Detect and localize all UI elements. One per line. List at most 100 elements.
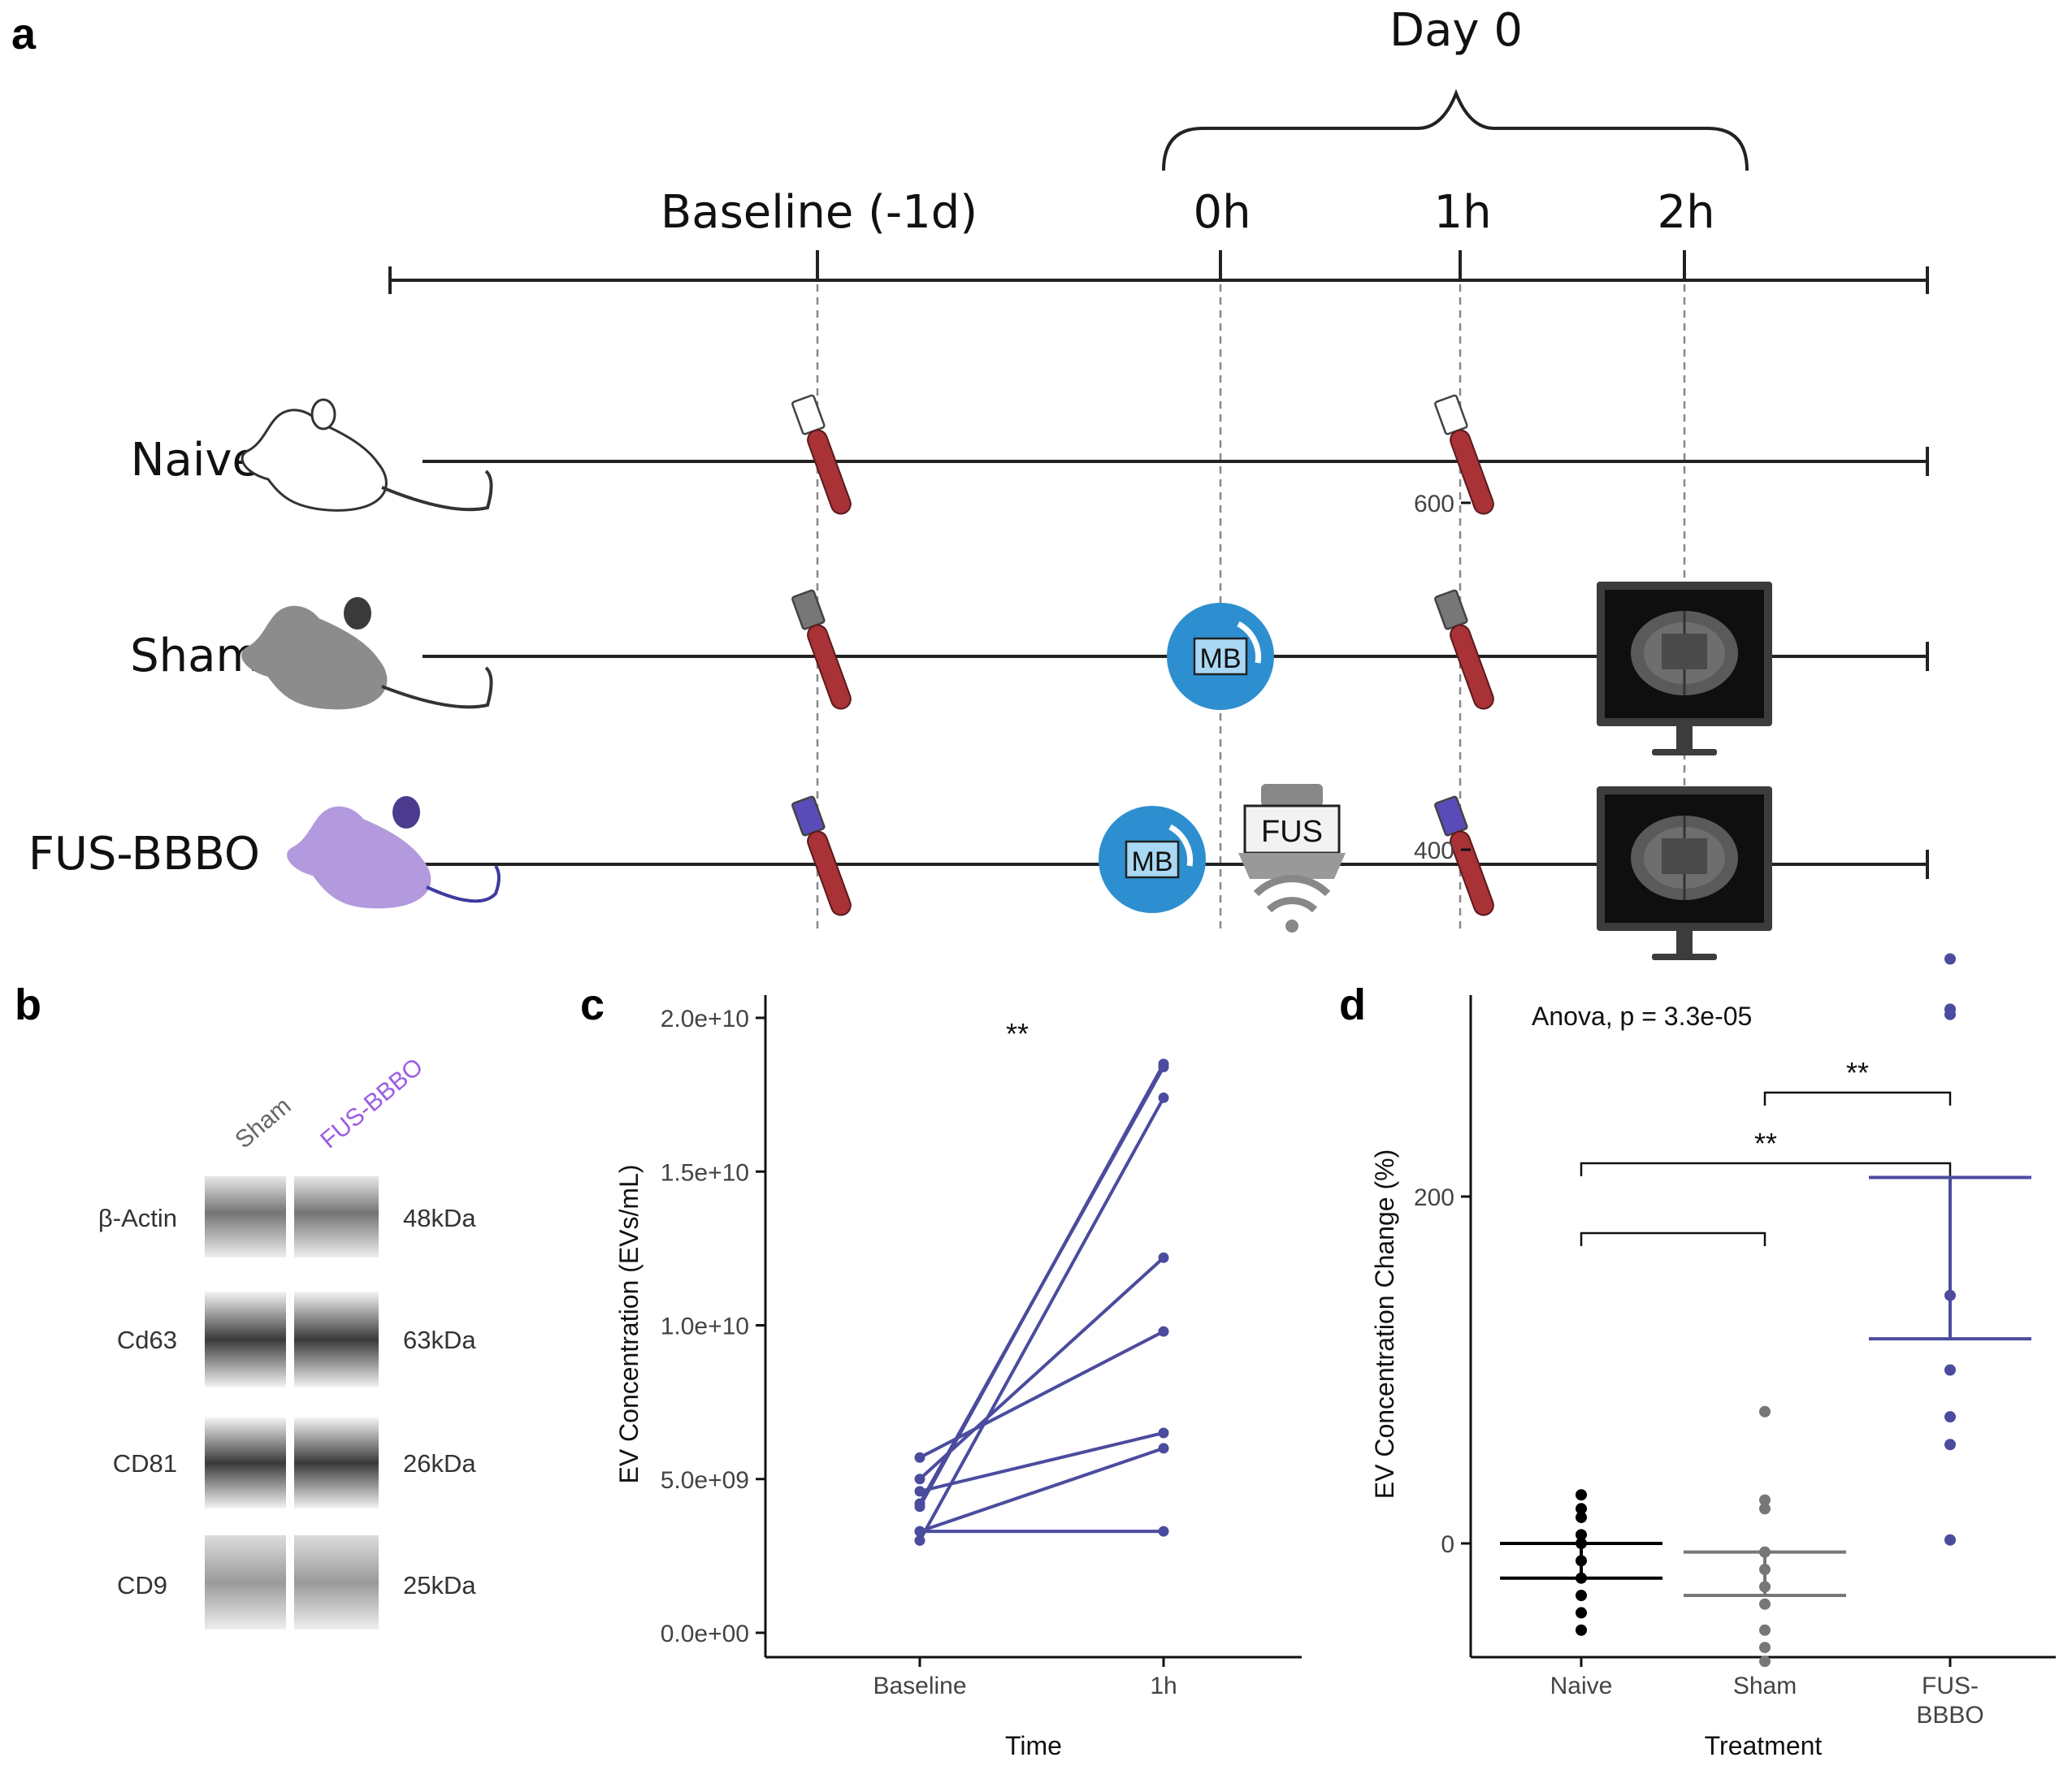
mouse-icon-fus bbox=[287, 796, 501, 909]
chart-d-point bbox=[1759, 1598, 1771, 1610]
chart-d-ytick-label: 600 bbox=[1414, 491, 1454, 517]
chart-d-comparison-bracket bbox=[1763, 1091, 1952, 1106]
row-naive: Naive bbox=[131, 393, 1929, 518]
timepoint-0h: 0h bbox=[1193, 186, 1251, 239]
chart-d-point bbox=[1576, 1607, 1587, 1619]
blot-column-fus: FUS-BBBO bbox=[315, 1054, 428, 1154]
chart-c-xticks: Baseline 1h bbox=[873, 1657, 1177, 1699]
microbubble-icon-fus: MB bbox=[1099, 806, 1206, 913]
chart-d-point bbox=[1759, 1494, 1771, 1506]
chart-d-point bbox=[1759, 1503, 1771, 1515]
chart-c-marks bbox=[914, 1058, 1169, 1546]
blot-band bbox=[294, 1535, 379, 1630]
panel-letter-b: b bbox=[15, 980, 41, 1029]
chart-c-ytick-label: 2.0e+10 bbox=[661, 1006, 749, 1032]
chart-d-point bbox=[1759, 1581, 1771, 1593]
chart-d-xtick-line: Sham bbox=[1733, 1673, 1797, 1699]
mri-monitor-icon-sham bbox=[1595, 580, 1774, 757]
microbubble-icon-sham: MB bbox=[1167, 603, 1274, 710]
chart-d: EV Concentration Change (%) Treatment An… bbox=[1370, 491, 2056, 1760]
chart-c-point bbox=[914, 1534, 925, 1546]
chart-d-xtick-line: BBBO bbox=[1916, 1702, 1983, 1729]
chart-d-point bbox=[1576, 1538, 1587, 1549]
chart-c-point bbox=[914, 1452, 925, 1463]
fus-label: FUS bbox=[1261, 815, 1323, 849]
chart-d-point bbox=[1576, 1489, 1587, 1501]
group-label-naive: Naive bbox=[131, 434, 260, 487]
chart-d-point bbox=[1759, 1624, 1771, 1636]
chart-d-ytick-label: 400 bbox=[1414, 838, 1454, 864]
blot-band bbox=[205, 1418, 286, 1508]
chart-d-ytick-label: 200 bbox=[1414, 1184, 1454, 1211]
chart-d-xticks: Naive Sham FUS- BBBO bbox=[1550, 1657, 1984, 1729]
chart-d-xtick-label: Sham bbox=[1733, 1673, 1797, 1699]
chart-d-point bbox=[1944, 1364, 1956, 1376]
blot-protein-2: CD81 bbox=[113, 1449, 177, 1478]
chart-c-point bbox=[914, 1474, 925, 1485]
chart-c-ytick-label: 1.0e+10 bbox=[661, 1314, 749, 1340]
blot-band bbox=[294, 1176, 379, 1257]
chart-c-point bbox=[1158, 1526, 1169, 1537]
mb-label-sham: MB bbox=[1200, 643, 1242, 674]
chart-d-point bbox=[1759, 1405, 1771, 1418]
mri-monitor-icon-fus bbox=[1595, 785, 1774, 962]
chart-d-anova-annotation: Anova, p = 3.3e-05 bbox=[1532, 1002, 1752, 1031]
blot-band bbox=[205, 1292, 286, 1387]
chart-c-point bbox=[914, 1486, 925, 1497]
chart-d-point bbox=[1576, 1511, 1587, 1523]
chart-d-xtick-line: Naive bbox=[1550, 1673, 1613, 1699]
chart-d-xtick-label: FUS- BBBO bbox=[1916, 1673, 1983, 1729]
blood-tube-fus-baseline bbox=[791, 794, 856, 920]
chart-d-point bbox=[1576, 1503, 1587, 1515]
timepoint-1h: 1h bbox=[1433, 186, 1491, 239]
chart-d-point bbox=[1944, 1411, 1956, 1423]
chart-c-series-line bbox=[919, 1330, 1164, 1460]
chart-c-ytick-label: 1.5e+10 bbox=[661, 1159, 749, 1186]
chart-d-ylabel: EV Concentration Change (%) bbox=[1370, 1149, 1399, 1499]
chart-d-xtick-line: FUS- bbox=[1922, 1673, 1979, 1699]
chart-d-point bbox=[1944, 1008, 1956, 1020]
chart-c-yticks: 0.0e+00 5.0e+09 1.0e+10 1.5e+10 2.0e+10 bbox=[661, 1006, 765, 1647]
chart-c-ytick-label: 0.0e+00 bbox=[661, 1621, 749, 1647]
chart-d-marks bbox=[1500, 953, 2031, 1668]
day0-label: Day 0 bbox=[1389, 4, 1523, 57]
chart-d-point bbox=[1759, 1564, 1771, 1576]
blot-band bbox=[294, 1418, 379, 1508]
blot-protein-3: CD9 bbox=[117, 1571, 167, 1599]
chart-c-point bbox=[1158, 1427, 1169, 1439]
chart-c-point bbox=[1158, 1443, 1169, 1454]
chart-c-point bbox=[1158, 1062, 1169, 1073]
timepoint-baseline: Baseline (-1d) bbox=[661, 186, 977, 239]
chart-d-point bbox=[1576, 1590, 1587, 1602]
mouse-icon-sham bbox=[241, 597, 493, 710]
chart-d-xtick-label: Naive bbox=[1550, 1673, 1613, 1699]
fus-transducer-icon: FUS bbox=[1238, 784, 1346, 933]
chart-c-point bbox=[1158, 1252, 1169, 1263]
panel-letter-a: a bbox=[11, 10, 37, 58]
chart-c-series-line bbox=[919, 1447, 1164, 1533]
chart-d-point bbox=[1944, 1439, 1956, 1451]
blot-kda-2: 26kDa bbox=[403, 1449, 476, 1478]
chart-d-yticks: 0 200 400 600 bbox=[1414, 491, 1471, 1558]
chart-c-point bbox=[914, 1498, 925, 1509]
blot-band bbox=[205, 1176, 286, 1257]
chart-c-point bbox=[1158, 1092, 1169, 1103]
chart-d-point bbox=[1759, 1546, 1771, 1558]
chart-c: EV Concentration (EVs/mL) Time ** 0.0e+0… bbox=[614, 995, 1302, 1760]
chart-c-point bbox=[1158, 1326, 1169, 1337]
blot-band bbox=[205, 1535, 286, 1630]
blood-tube-naive-baseline bbox=[791, 393, 856, 518]
chart-c-series-line bbox=[918, 1097, 1165, 1542]
chart-d-point bbox=[1576, 1572, 1587, 1584]
row-sham: Sham MB bbox=[130, 580, 1929, 757]
chart-c-xtick-label: 1h bbox=[1150, 1673, 1177, 1699]
chart-d-point bbox=[1759, 1656, 1771, 1668]
chart-d-point bbox=[1944, 953, 1956, 965]
blot-protein-1: Cd63 bbox=[117, 1326, 177, 1354]
chart-c-ylabel: EV Concentration (EVs/mL) bbox=[614, 1164, 644, 1483]
chart-c-ytick-label: 5.0e+09 bbox=[661, 1467, 749, 1494]
chart-d-point bbox=[1759, 1642, 1771, 1654]
chart-d-comparison-label: ** bbox=[1846, 1056, 1869, 1089]
chart-c-xtick-label: Baseline bbox=[873, 1673, 966, 1699]
